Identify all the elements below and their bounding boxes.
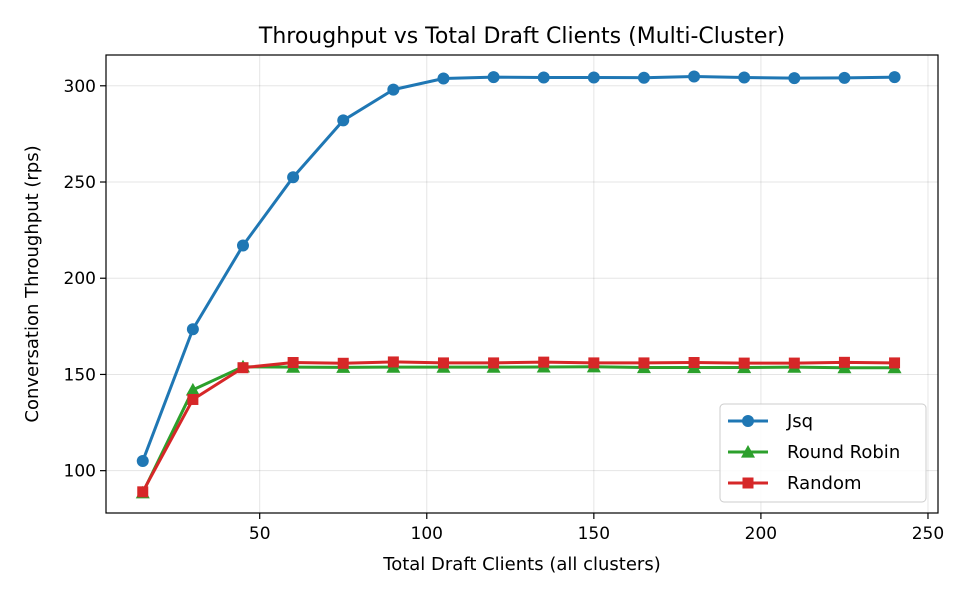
x-tick-label: 250 bbox=[912, 524, 944, 544]
data-point-random bbox=[588, 357, 600, 369]
data-point-random bbox=[387, 356, 399, 368]
data-point-random bbox=[187, 393, 199, 405]
legend-label: Random bbox=[787, 473, 862, 494]
data-point-jsq bbox=[236, 239, 249, 252]
data-point-jsq bbox=[587, 71, 600, 84]
legend-marker bbox=[741, 445, 755, 458]
chart-title: Throughput vs Total Draft Clients (Multi… bbox=[258, 24, 785, 49]
data-point-round-robin bbox=[185, 382, 200, 396]
x-tick-label: 150 bbox=[578, 524, 610, 544]
series-random bbox=[137, 356, 901, 498]
axis-ticks: 50 100 150 200 250 100 150 200 250 300 bbox=[64, 77, 945, 544]
data-point-jsq bbox=[888, 71, 901, 84]
data-point-random bbox=[287, 357, 299, 369]
data-point-jsq bbox=[738, 71, 751, 84]
grid-lines bbox=[106, 55, 938, 513]
x-tick-label: 50 bbox=[249, 524, 271, 544]
data-point-random bbox=[688, 357, 700, 369]
x-tick-label: 200 bbox=[745, 524, 777, 544]
series-line-jsq bbox=[141, 75, 895, 462]
data-point-random bbox=[488, 357, 500, 369]
data-point-jsq bbox=[186, 323, 199, 336]
y-tick-label: 200 bbox=[64, 269, 96, 289]
data-point-jsq bbox=[337, 114, 350, 127]
data-point-random bbox=[889, 357, 901, 369]
data-point-jsq bbox=[287, 171, 300, 184]
data-point-random bbox=[538, 356, 550, 368]
data-point-jsq bbox=[537, 71, 550, 84]
data-point-jsq bbox=[637, 71, 650, 84]
data-point-random bbox=[337, 357, 349, 369]
data-point-jsq bbox=[838, 71, 851, 84]
y-tick-label: 150 bbox=[64, 365, 96, 385]
data-point-random bbox=[137, 486, 149, 498]
series-line-round-robin bbox=[141, 365, 895, 494]
y-tick-label: 250 bbox=[64, 173, 96, 193]
data-point-jsq bbox=[387, 83, 400, 96]
y-tick-label: 300 bbox=[64, 77, 96, 97]
data-point-jsq bbox=[437, 72, 450, 85]
series-line-random bbox=[141, 360, 895, 493]
x-axis-label: Total Draft Clients (all clusters) bbox=[382, 554, 660, 575]
data-point-jsq bbox=[688, 70, 701, 83]
legend-box bbox=[719, 403, 927, 503]
x-tick-label: 100 bbox=[411, 524, 443, 544]
legend-marker bbox=[742, 477, 754, 489]
legend-item-round-robin: Round Robin bbox=[728, 442, 900, 463]
data-point-jsq bbox=[136, 455, 149, 468]
plot-frame bbox=[105, 54, 939, 514]
legend-marker bbox=[742, 415, 754, 427]
data-point-jsq bbox=[487, 71, 500, 84]
data-point-random bbox=[838, 356, 850, 368]
series-jsq bbox=[136, 70, 901, 468]
legend-item-random: Random bbox=[728, 473, 862, 494]
data-point-random bbox=[237, 362, 249, 374]
legend-label: Round Robin bbox=[787, 442, 900, 463]
data-point-jsq bbox=[788, 72, 801, 85]
data-point-random bbox=[638, 357, 650, 369]
legend-label: Jsq bbox=[786, 411, 813, 432]
legend-item-jsq: Jsq bbox=[728, 411, 813, 432]
y-tick-label: 100 bbox=[64, 462, 96, 482]
y-axis-label: Conversation Throughput (rps) bbox=[22, 145, 43, 422]
series-layer bbox=[135, 70, 902, 499]
data-point-random bbox=[738, 357, 750, 369]
data-point-random bbox=[788, 357, 800, 369]
legend: Jsq Round Robin Random bbox=[719, 403, 927, 503]
data-point-random bbox=[437, 357, 449, 369]
